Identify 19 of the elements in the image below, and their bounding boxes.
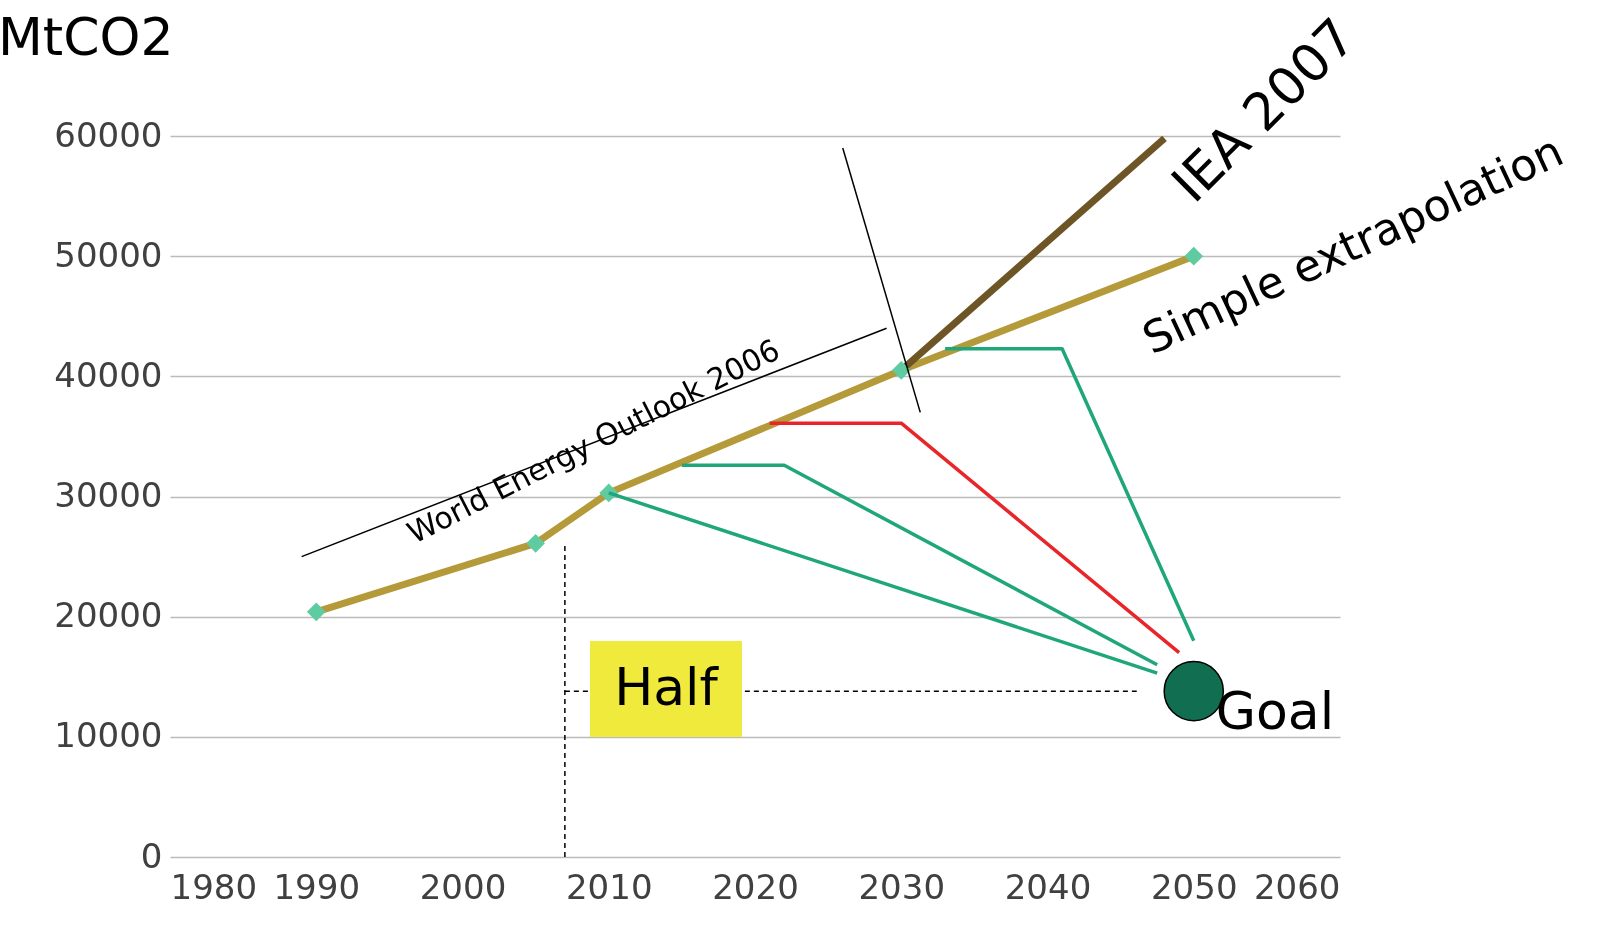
y-tick-label: 30000 xyxy=(54,475,163,515)
annotation: Half xyxy=(614,657,720,717)
x-tick-label: 2050 xyxy=(1150,866,1238,907)
y-tick-label: 40000 xyxy=(54,354,163,395)
x-tick-label: 2020 xyxy=(712,866,799,907)
annotation: Goal xyxy=(1215,680,1335,741)
x-tick-label: 2040 xyxy=(1004,866,1092,907)
x-tick-label: 1990 xyxy=(273,866,361,907)
y-axis-title: MtCO2 xyxy=(0,7,174,67)
y-tick-label: 20000 xyxy=(54,595,163,636)
y-tick-label: 10000 xyxy=(54,715,163,756)
x-tick-label: 2030 xyxy=(858,866,946,907)
y-tick-label: 60000 xyxy=(54,114,163,155)
y-tick-label: 50000 xyxy=(54,234,163,275)
x-tick-label: 1980 xyxy=(170,866,258,907)
y-tick-label: 0 xyxy=(140,835,163,876)
x-tick-label: 2060 xyxy=(1253,866,1341,907)
x-tick-label: 2000 xyxy=(419,866,507,907)
x-tick-label: 2010 xyxy=(565,866,653,907)
